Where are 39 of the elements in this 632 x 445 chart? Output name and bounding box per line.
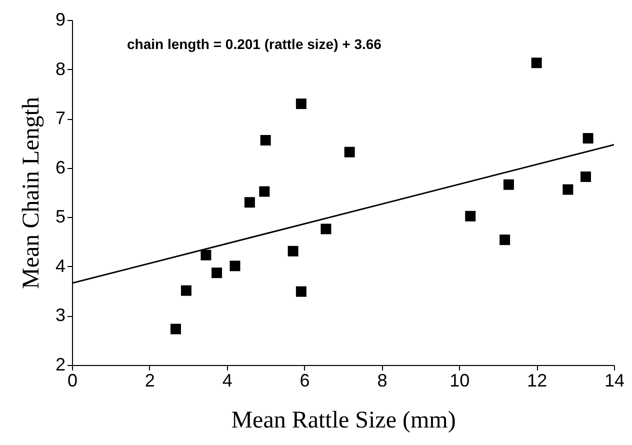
x-tick-label: 12: [527, 370, 548, 390]
x-tick-label: 10: [450, 370, 470, 390]
y-tick-label: 9: [55, 10, 66, 30]
point: [344, 146, 355, 158]
point: [288, 246, 298, 256]
y-tick-label: 4: [55, 256, 66, 276]
annotation: chain length = 0.201 (rattle size) + 3.66: [127, 36, 382, 52]
x-tick-label: 8: [377, 370, 388, 390]
point: [503, 179, 514, 190]
point: [180, 285, 192, 296]
y-tick-label: 8: [55, 58, 66, 79]
y-tick-label: 7: [55, 108, 66, 128]
point: [212, 268, 222, 278]
point: [562, 184, 574, 195]
point: [582, 133, 594, 144]
y-axis-title: Mean Chain Length: [18, 97, 44, 289]
point: [230, 260, 240, 272]
point: [531, 58, 542, 68]
y-tick-label: 2: [55, 354, 66, 374]
x-tick-label: 14: [604, 370, 625, 390]
point: [580, 171, 591, 182]
point: [200, 250, 212, 260]
y-tick-label: 3: [55, 305, 66, 326]
y-tick-label: 6: [55, 157, 66, 178]
point: [500, 234, 510, 246]
point: [296, 98, 306, 110]
x-tick-label: 0: [67, 370, 78, 390]
point: [296, 286, 306, 297]
point: [260, 135, 271, 146]
point: [465, 210, 476, 222]
point: [244, 197, 255, 208]
x-tick-label: 2: [144, 370, 155, 390]
y-tick-label: 5: [55, 206, 66, 227]
point: [320, 224, 332, 234]
x-tick-label: 6: [300, 370, 310, 390]
point: [170, 324, 181, 334]
x-axis-title: Mean Rattle Size (mm): [231, 408, 456, 434]
x-tick-label: 4: [222, 370, 232, 390]
point: [259, 186, 270, 197]
